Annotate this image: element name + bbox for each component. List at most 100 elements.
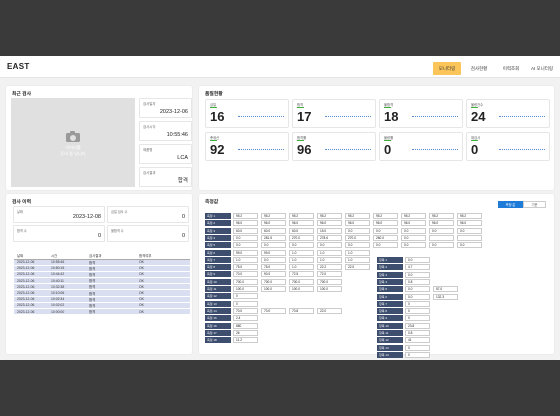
measure-label: 측정 16 xyxy=(205,322,231,329)
measure-value: 1.0 xyxy=(233,256,258,263)
summary-pass-value: 0 xyxy=(97,233,101,239)
inspection-history-title: 검사 이력 xyxy=(12,200,31,205)
kpi-label: 재검사 xyxy=(471,136,481,140)
measure-value: 0.0 xyxy=(233,234,258,241)
measure-label: 항목 12 xyxy=(377,337,403,344)
kpi-card: 불합격 18 xyxy=(379,99,463,128)
table-row[interactable]: 2023-12-06 10:40:11 합격 OK xyxy=(14,277,190,285)
info-date: 검사일자 2023-12-06 xyxy=(139,98,192,118)
measure-value: 72.0 xyxy=(317,271,342,278)
measure-label: 항목 11 xyxy=(377,330,403,336)
measure-value: 70.0 xyxy=(233,271,258,278)
table-row[interactable]: 2023-12-06 10:32:38 합격 OK xyxy=(14,283,190,291)
measure-value: 700.0 xyxy=(233,278,258,285)
nav-tab-monitoring[interactable]: 모니터링 xyxy=(433,62,461,75)
info-time-label: 검사시각 xyxy=(143,125,156,129)
kpi-value: 0 xyxy=(384,142,392,157)
measure-value: 100.0 xyxy=(289,286,314,292)
image-placeholder-line-2: 준비 중 입니다 xyxy=(60,150,86,156)
measure-value: 0.0 xyxy=(401,234,426,241)
switch-reference[interactable]: 기준 xyxy=(523,201,546,208)
kpi-sparkline xyxy=(412,116,458,122)
measure-value: 41 xyxy=(405,337,430,344)
table-row[interactable]: 2023-12-06 10:44:42 합격 OK xyxy=(14,271,190,279)
measure-label: 측정 7 xyxy=(205,256,231,263)
measure-value: 278.6 xyxy=(317,234,342,241)
switch-measured[interactable]: 측정 값 xyxy=(498,201,523,208)
table-cell: 10:40:11 xyxy=(48,277,86,285)
measure-value: 0.0 xyxy=(429,242,454,249)
table-row[interactable]: 2023-12-06 10:00:00 합격 OK xyxy=(14,308,190,316)
measure-value: 95.2 xyxy=(289,213,314,219)
table-cell: 10:32:38 xyxy=(48,283,86,291)
measure-value: 270.0 xyxy=(289,234,314,241)
kpi-value: 18 xyxy=(384,109,399,124)
measure-label: 항목 14 xyxy=(377,351,403,358)
kpi-label: 불합격 xyxy=(384,103,394,107)
measure-label: 측정 4 xyxy=(205,234,231,241)
table-row[interactable]: 2023-12-06 10:10:06 합격 OK xyxy=(14,289,190,297)
measure-value: 95.2 xyxy=(261,213,286,219)
measure-value: 70.0 xyxy=(261,307,286,314)
measure-value: 0.0 xyxy=(405,286,430,293)
measure-row-right: 항목 3 0.0 xyxy=(377,271,497,278)
measure-value: 75.0 xyxy=(261,264,286,271)
recent-inspection-title: 최근 검사 xyxy=(12,92,31,97)
measure-row: 측정 9 70.0 90.0 72.5 72.0 xyxy=(205,271,550,278)
info-time: 검사시각 10:55:46 xyxy=(139,121,192,141)
measure-row-right: 항목 1 0.0 xyxy=(377,257,497,263)
table-cell: OK xyxy=(136,308,190,316)
summary-fail-label: 불합격 수 xyxy=(111,229,124,233)
kpi-sparkline xyxy=(325,149,371,155)
measure-value: 4.7 xyxy=(405,264,430,271)
kpi-accent-bar xyxy=(471,106,478,108)
measure-value: 72.5 xyxy=(289,271,314,278)
kpi-card: 합격 17 xyxy=(292,99,376,128)
measure-value: 0.0 xyxy=(317,242,342,249)
kpi-accent-bar xyxy=(384,106,391,108)
summary-count-value: 0 xyxy=(181,214,185,220)
table-row[interactable]: 2023-12-06 10:02:02 합격 OK xyxy=(14,302,190,310)
nav-tab-history[interactable]: 이력조회 xyxy=(502,66,520,71)
quality-status-title: 품질현황 xyxy=(205,92,223,97)
measure-value: 0.0 xyxy=(405,271,430,278)
measure-label: 측정 5 xyxy=(205,242,231,249)
measure-value: 11.2 xyxy=(233,337,258,344)
nav-tab-ai[interactable]: AI 모니터링 xyxy=(530,66,554,71)
inspection-history-table: 날짜 시간 검사결과 합격여부 2023-12-06 10:55:46 합격 OK 20… xyxy=(14,252,190,316)
kpi-accent-bar xyxy=(471,139,478,141)
info-time-value: 10:55:46 xyxy=(166,132,188,138)
measure-label: 항목 13 xyxy=(377,344,403,351)
info-product-value: LCA xyxy=(177,155,188,161)
measure-value: 96.0 xyxy=(429,220,454,227)
summary-count-label: 금일 검사 수 xyxy=(111,210,128,214)
table-cell: 2023-12-06 xyxy=(14,283,48,291)
measure-label: 측정 2 xyxy=(205,220,231,227)
measure-row-right: 항목 12 41 xyxy=(377,337,497,344)
table-row[interactable]: 2023-12-06 10:02:34 합격 OK xyxy=(14,296,190,303)
nav-tab-status[interactable]: 검사현황 xyxy=(470,66,488,71)
measure-label: 항목 2 xyxy=(377,264,403,271)
table-cell: 합격 xyxy=(86,271,136,279)
table-row[interactable]: 2023-12-06 10:50:15 합격 OK xyxy=(14,265,190,272)
measure-value: 95.2 xyxy=(317,213,342,219)
measure-label: 항목 10 xyxy=(377,322,403,329)
measure-value: 96.0 xyxy=(289,220,314,227)
measure-label: 측정 13 xyxy=(205,300,231,307)
measure-label: 측정 1 xyxy=(205,213,231,219)
measure-value: 0.8 xyxy=(405,330,430,336)
table-cell: 10:55:46 xyxy=(48,259,86,266)
table-row[interactable]: 2023-12-06 10:55:46 합격 OK xyxy=(14,259,190,266)
measure-value: 260.0 xyxy=(373,234,398,241)
table-cell: 합격 xyxy=(86,259,136,266)
measure-label: 측정 11 xyxy=(205,286,231,292)
measure-value: 0.0 xyxy=(261,242,286,249)
measure-value: 100.0 xyxy=(261,286,286,292)
measure-value: 700.0 xyxy=(261,278,286,285)
table-cell: 10:10:06 xyxy=(48,289,86,297)
measure-value: 1.0 xyxy=(345,249,370,256)
table-cell: 2023-12-06 xyxy=(14,259,48,266)
info-result-label: 검사결과 xyxy=(143,171,156,175)
inspection-history-panel: 검사 이력 날짜 2023-12-08 금일 검사 수 0 합격 수 0 불합격… xyxy=(6,194,192,354)
